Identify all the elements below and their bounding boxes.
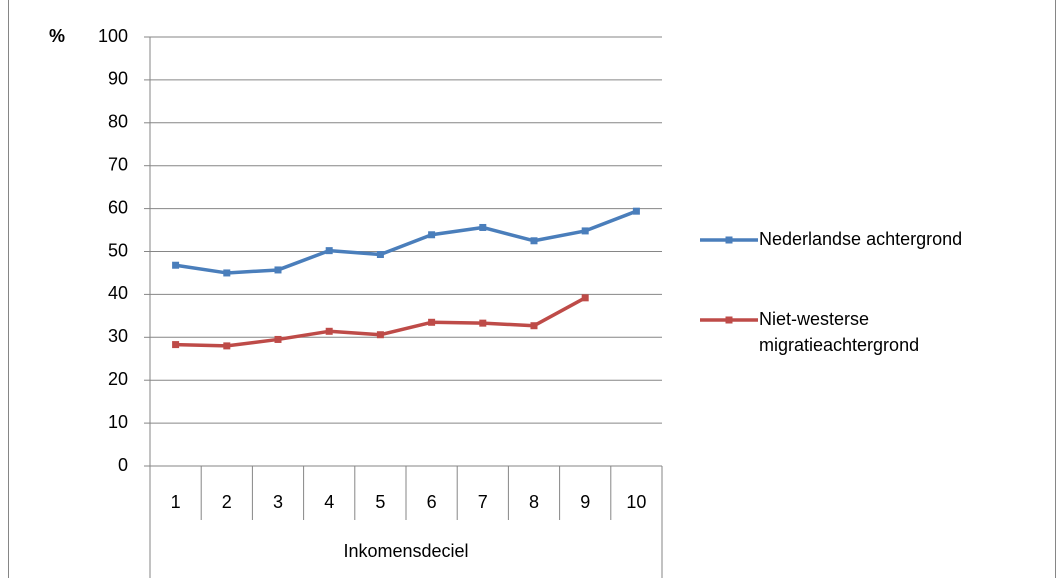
point-marker [172,341,180,349]
x-tick-label: 7 [478,492,488,512]
y-tick-label: 60 [108,197,128,217]
point-marker [581,227,589,235]
x-axis-label: Inkomensdeciel [343,541,468,561]
y-tick-label: 70 [108,154,128,174]
y-axis-label: % [49,26,65,46]
point-marker [325,327,333,335]
point-marker [479,223,487,231]
point-marker [479,319,487,327]
point-marker [428,231,436,239]
y-tick-label: 10 [108,412,128,432]
x-tick-label: 4 [324,492,334,512]
point-marker [581,294,589,302]
point-marker [530,322,538,330]
point-marker [223,269,231,277]
point-marker [376,251,384,259]
y-tick-label: 80 [108,112,128,132]
series-line [175,209,638,275]
point-marker [530,237,538,245]
legend-item: Niet-westerse migratieachtergrond [759,309,920,355]
y-tick-label: 50 [108,240,128,260]
x-tick-label: 2 [222,492,232,512]
legend-label: Nederlandse achtergrond [759,229,963,249]
x-tick-label: 6 [427,492,437,512]
point-marker [632,207,640,215]
point-marker [274,335,282,343]
legend-marker [725,236,733,244]
y-tick-label: 90 [108,69,128,89]
series-line [175,296,587,348]
x-tick-label: 10 [626,492,646,512]
x-tick-label: 5 [375,492,385,512]
y-tick-label: 20 [108,369,128,389]
point-marker [428,318,436,326]
x-tick-label: 8 [529,492,539,512]
point-marker [376,331,384,339]
y-tick-label: 0 [118,455,128,475]
y-tick-label: 30 [108,326,128,346]
legend-label: Niet-westerse migratieachtergrond [759,309,920,355]
point-marker [274,266,282,274]
x-tick-label: 3 [273,492,283,512]
legend-marker [725,316,733,324]
point-marker [172,261,180,269]
point-marker [325,247,333,255]
x-tick-label: 9 [580,492,590,512]
x-tick-label: 1 [171,492,181,512]
y-tick-label: 100 [98,26,128,46]
y-tick-label: 40 [108,283,128,303]
point-marker [223,342,231,350]
legend-item: Nederlandse achtergrond [759,229,963,249]
